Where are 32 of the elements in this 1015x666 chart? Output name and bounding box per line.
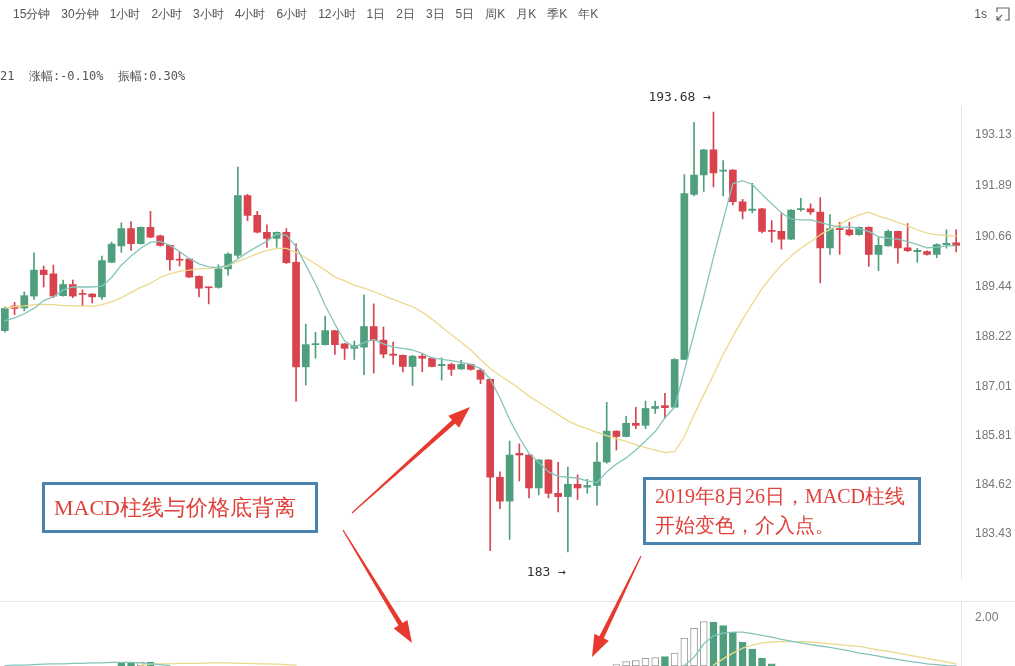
text: 6小时 — [276, 6, 308, 22]
text: 1s — [974, 6, 987, 22]
text: 1日 — [366, 6, 386, 22]
annotation: 183 → — [526, 564, 566, 580]
text: 2小时 — [151, 6, 183, 22]
text: 2.00 — [975, 609, 999, 625]
y-tick-label: 184.62 — [975, 477, 1013, 492]
text: 年K — [578, 6, 599, 22]
y-tick-label: 185.81 — [975, 428, 1013, 443]
text: 5日 — [455, 6, 475, 22]
text: 30分钟 — [61, 6, 99, 22]
y-tick-label: 187.01 — [975, 378, 1013, 393]
text: 193.68 → — [648, 89, 711, 105]
text: 15分钟 — [13, 6, 51, 22]
text: 4小时 — [234, 6, 266, 22]
text: 3小时 — [193, 6, 224, 22]
y-tick-label: 193.13 — [975, 126, 1013, 141]
text: 12小时 — [318, 6, 356, 22]
text: 季K — [547, 6, 568, 22]
y-tick-label: 190.66 — [975, 228, 1013, 243]
annotation: MACD柱线与价格底背离 — [54, 494, 297, 522]
text: 2日 — [396, 6, 415, 22]
chart-subtitle: 21 涨幅:-0.10% 振幅:0.30% — [0, 69, 186, 83]
y-tick-label: 189.44 — [975, 278, 1013, 293]
y-tick-label: 191.89 — [975, 177, 1013, 192]
text: 月K — [516, 6, 537, 22]
y-tick-label: 183.43 — [975, 526, 1013, 541]
text: 周K — [485, 6, 506, 22]
y-tick-label: 188.22 — [975, 329, 1013, 344]
text: 3日 — [425, 6, 445, 22]
text: 1小时 — [109, 6, 141, 22]
annotation: 2019年8月26日，MACD柱线开始变色，介入点。 — [655, 484, 906, 538]
